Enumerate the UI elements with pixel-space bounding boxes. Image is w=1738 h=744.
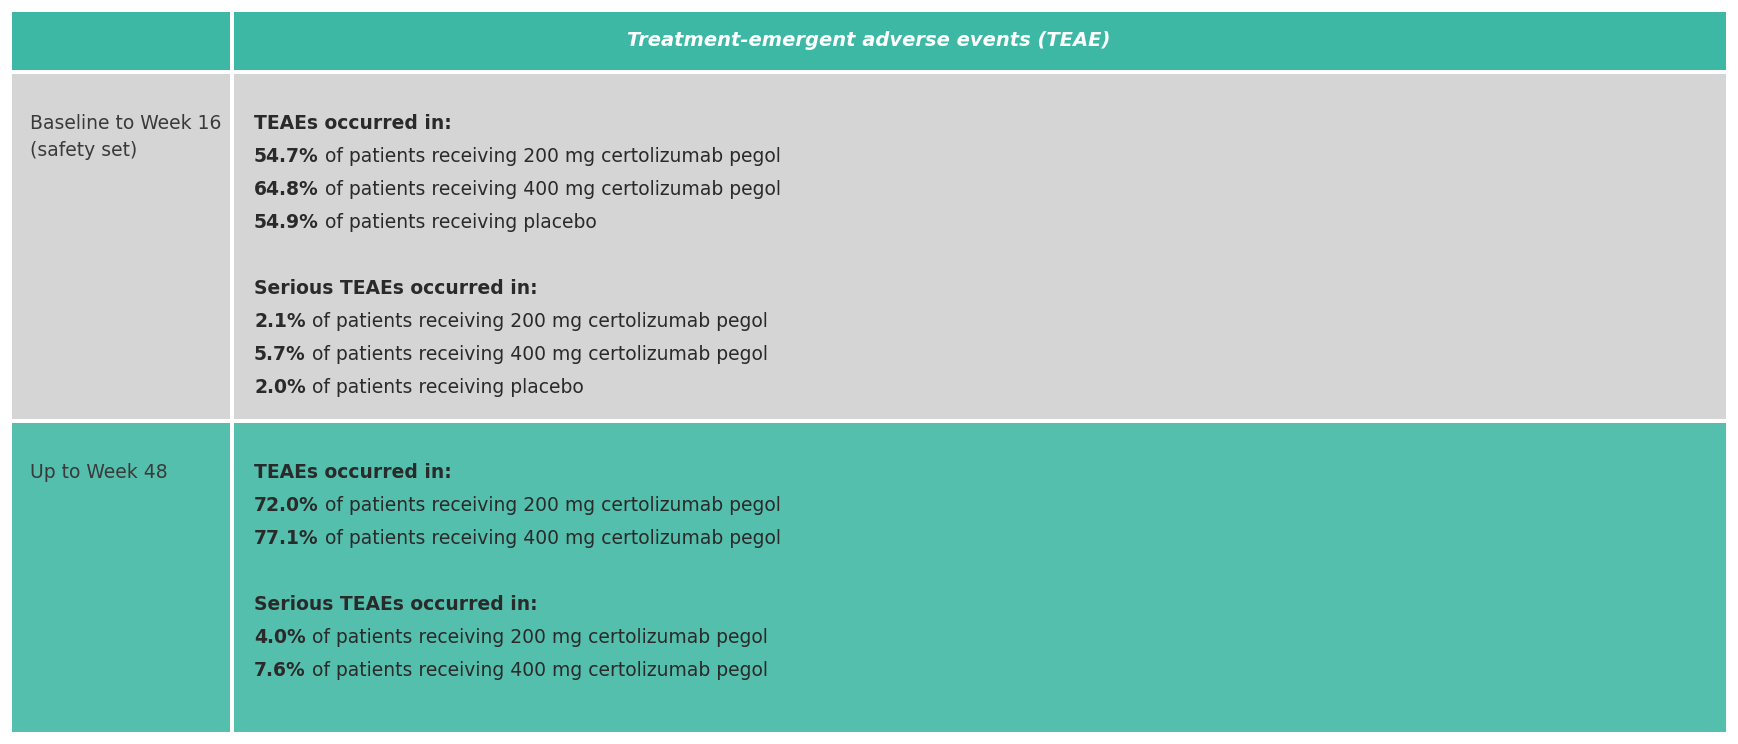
Text: 64.8%: 64.8% [254,180,318,199]
Text: 5.7%: 5.7% [254,345,306,364]
Text: of patients receiving 200 mg certolizumab pegol: of patients receiving 200 mg certolizuma… [306,628,768,647]
Text: Up to Week 48: Up to Week 48 [30,463,167,482]
Text: of patients receiving 400 mg certolizumab pegol: of patients receiving 400 mg certolizuma… [318,529,780,548]
Text: 2.0%: 2.0% [254,378,306,397]
Text: of patients receiving placebo: of patients receiving placebo [318,213,596,232]
Bar [235,74,1726,419]
Text: 2.1%: 2.1% [254,312,306,331]
Text: 72.0%: 72.0% [254,496,318,515]
Text: 77.1%: 77.1% [254,529,318,548]
Bar [12,74,229,419]
Text: Treatment-emergent adverse events (TEAE): Treatment-emergent adverse events (TEAE) [627,31,1111,51]
Text: of patients receiving 200 mg certolizumab pegol: of patients receiving 200 mg certolizuma… [318,147,780,166]
Text: of patients receiving placebo: of patients receiving placebo [306,378,584,397]
Text: 54.9%: 54.9% [254,213,318,232]
Bar [229,12,235,732]
Text: 54.7%: 54.7% [254,147,318,166]
Bar [12,12,1726,70]
Text: of patients receiving 200 mg certolizumab pegol: of patients receiving 200 mg certolizuma… [306,312,768,331]
Bar [12,419,1726,423]
Text: of patients receiving 400 mg certolizumab pegol: of patients receiving 400 mg certolizuma… [318,180,780,199]
Text: Baseline to Week 16
(safety set): Baseline to Week 16 (safety set) [30,114,221,159]
Bar [12,70,1726,74]
Text: of patients receiving 200 mg certolizumab pegol: of patients receiving 200 mg certolizuma… [318,496,780,515]
Text: TEAEs occurred in:: TEAEs occurred in: [254,463,452,482]
Text: TEAEs occurred in:: TEAEs occurred in: [254,114,452,133]
Text: 4.0%: 4.0% [254,628,306,647]
Text: Serious TEAEs occurred in:: Serious TEAEs occurred in: [254,279,537,298]
Text: of patients receiving 400 mg certolizumab pegol: of patients receiving 400 mg certolizuma… [306,345,768,364]
Text: Serious TEAEs occurred in:: Serious TEAEs occurred in: [254,595,537,614]
Text: 7.6%: 7.6% [254,661,306,680]
Text: of patients receiving 400 mg certolizumab pegol: of patients receiving 400 mg certolizuma… [306,661,768,680]
Bar [12,423,229,732]
Bar [235,423,1726,732]
